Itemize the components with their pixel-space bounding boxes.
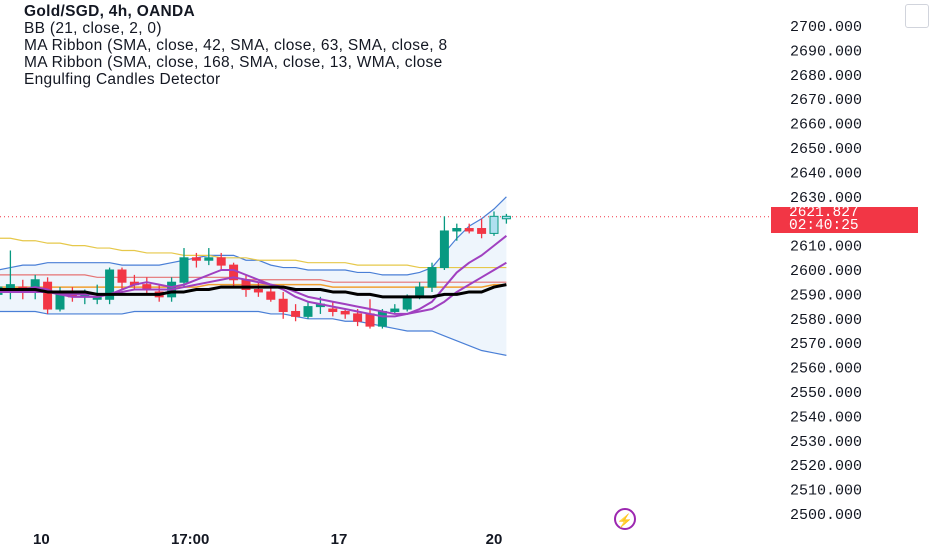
candle (117, 267, 127, 290)
bar-countdown: 02:40:25 (789, 218, 859, 234)
y-tick-label: 2610.000 (790, 239, 862, 256)
series-ma-black (0, 283, 507, 299)
y-tick-label: 2500.000 (790, 507, 862, 524)
series-ma-red (0, 274, 507, 283)
candle (266, 287, 276, 302)
candle-body (291, 310, 301, 317)
y-tick-label: 2680.000 (790, 68, 862, 85)
candle (328, 301, 338, 317)
candle (191, 252, 201, 268)
lightning-bolt-icon[interactable]: ⚡ (614, 508, 636, 530)
x-tick-label: 17:00 (171, 531, 209, 548)
y-tick-label: 2580.000 (790, 312, 862, 329)
x-tick-label: 10 (33, 531, 50, 548)
candle-body (340, 310, 350, 315)
candle (464, 223, 474, 234)
candle (179, 248, 189, 288)
y-tick-label: 2590.000 (790, 287, 862, 304)
candle-body (204, 257, 214, 261)
legend-ma-ribbon-1: MA Ribbon (SMA, close, 42, SMA, close, 6… (24, 37, 448, 54)
candle-body (266, 291, 276, 300)
series-bb-upper (0, 196, 507, 276)
candle (291, 304, 301, 322)
series-ma-purple-2 (0, 261, 507, 315)
x-tick-label: 20 (486, 531, 503, 548)
y-tick-label: 2530.000 (790, 434, 862, 451)
candle-body (216, 257, 226, 266)
candle-body (501, 215, 511, 220)
candle (477, 218, 487, 239)
last-price-value: 2621.827 (789, 205, 859, 221)
y-tick-label: 2650.000 (790, 141, 862, 158)
candle-body (43, 281, 53, 310)
candle-body (390, 308, 400, 312)
candle (489, 211, 499, 236)
candle (105, 267, 115, 305)
y-tick-label: 2550.000 (790, 385, 862, 402)
candle-body (105, 269, 115, 300)
candle-body (477, 228, 487, 234)
candle-body (452, 228, 462, 232)
legend-title: Gold/SGD, 4h, OANDA (24, 3, 196, 20)
y-tick-label: 2690.000 (790, 43, 862, 60)
y-tick-label: 2670.000 (790, 92, 862, 109)
candle (278, 291, 288, 319)
y-tick-label: 2660.000 (790, 117, 862, 134)
candle-body (117, 269, 127, 283)
y-tick-label: 2640.000 (790, 165, 862, 182)
candle-body (253, 289, 263, 293)
legend-engulfing: Engulfing Candles Detector (24, 71, 221, 88)
candle-body (278, 298, 288, 312)
y-tick-label: 2700.000 (790, 19, 862, 36)
y-tick-label: 2630.000 (790, 190, 862, 207)
x-tick-label: 17 (331, 531, 348, 548)
legend-ma-ribbon-2: MA Ribbon (SMA, close, 168, SMA, close, … (24, 54, 443, 71)
y-tick-label: 2560.000 (790, 361, 862, 378)
y-tick-label: 2520.000 (790, 458, 862, 475)
y-tick-label: 2510.000 (790, 483, 862, 500)
y-tick-label: 2570.000 (790, 336, 862, 353)
candle (216, 252, 226, 270)
candle-body (179, 257, 189, 283)
settings-square-icon[interactable] (905, 4, 929, 28)
candle-body (365, 313, 375, 327)
candle (452, 223, 462, 241)
last-price-tag: 2621.827 02:40:25 (771, 205, 918, 234)
candle-body (303, 306, 313, 317)
candle (303, 301, 313, 319)
candle (340, 309, 350, 319)
candle (390, 304, 400, 314)
candle (204, 248, 214, 266)
series-bb-lower (0, 310, 507, 356)
candle (439, 216, 449, 270)
candle-body (489, 215, 499, 234)
candle-body (402, 296, 412, 310)
price-axis-bg (774, 0, 932, 550)
candle (253, 282, 263, 297)
candle-body (353, 313, 363, 322)
candle-body (464, 228, 474, 232)
candle-body (439, 230, 449, 269)
series-ma-purple-1 (0, 235, 508, 318)
candle (501, 213, 511, 224)
candle-body (377, 310, 387, 327)
candle-body (191, 257, 201, 261)
chart-legend: Gold/SGD, 4h, OANDA BB (21, close, 2, 0)… (24, 3, 772, 88)
candle (43, 277, 53, 314)
candle-body (427, 267, 437, 288)
candle-body (328, 308, 338, 312)
series-ma-yellow (0, 237, 507, 269)
candle (427, 262, 437, 292)
legend-bb: BB (21, close, 2, 0) (24, 20, 162, 37)
y-tick-label: 2540.000 (790, 409, 862, 426)
y-tick-label: 2600.000 (790, 263, 862, 280)
